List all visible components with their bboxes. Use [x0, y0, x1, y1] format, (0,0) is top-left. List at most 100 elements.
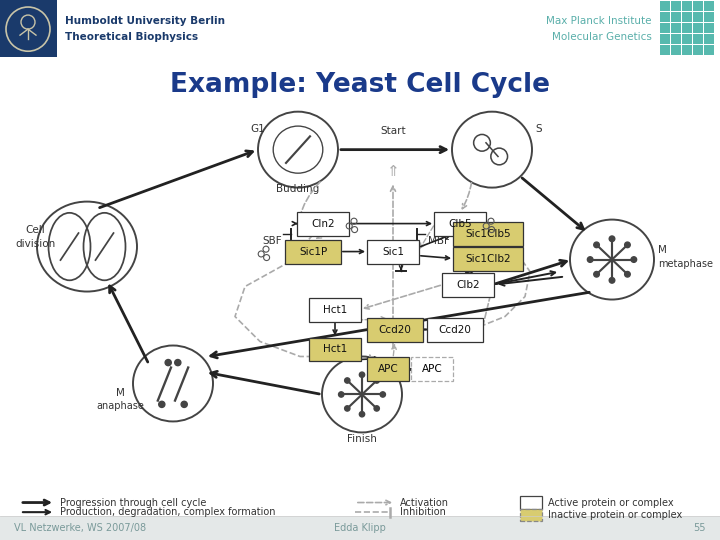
Text: S: S	[535, 124, 541, 133]
Text: M: M	[658, 245, 667, 254]
Circle shape	[338, 392, 344, 397]
Bar	[693, 34, 703, 44]
Bar	[671, 1, 681, 11]
Bar	[671, 23, 681, 33]
FancyBboxPatch shape	[367, 357, 409, 381]
Circle shape	[345, 406, 350, 411]
Circle shape	[631, 256, 636, 262]
FancyBboxPatch shape	[367, 240, 419, 264]
Circle shape	[374, 378, 379, 383]
Circle shape	[158, 401, 165, 408]
Text: 55: 55	[693, 523, 706, 533]
Circle shape	[374, 406, 379, 411]
Text: Progression through cell cycle: Progression through cell cycle	[60, 497, 207, 508]
Bar	[0, 0, 57, 57]
Bar	[682, 45, 692, 55]
Text: division: division	[15, 239, 55, 248]
Bar	[704, 34, 714, 44]
Circle shape	[359, 372, 364, 377]
Text: APC: APC	[377, 364, 398, 374]
Bar	[660, 45, 670, 55]
Text: Clb5: Clb5	[448, 219, 472, 228]
Circle shape	[625, 242, 630, 248]
Text: Theoretical Biophysics: Theoretical Biophysics	[65, 32, 198, 42]
Bar	[693, 1, 703, 11]
Circle shape	[609, 278, 615, 283]
Text: Sic1: Sic1	[382, 247, 404, 256]
Circle shape	[625, 272, 630, 277]
Text: Active protein or complex: Active protein or complex	[548, 497, 674, 508]
Bar	[671, 34, 681, 44]
Bar	[660, 34, 670, 44]
Text: Production, degradation, complex formation: Production, degradation, complex formati…	[60, 507, 276, 517]
Text: M: M	[116, 388, 125, 399]
Circle shape	[609, 236, 615, 241]
Text: Ccd20: Ccd20	[379, 325, 411, 334]
Text: SBF: SBF	[262, 235, 282, 246]
Text: Cell: Cell	[25, 225, 45, 234]
Text: Ccd20: Ccd20	[438, 325, 472, 334]
Bar	[704, 45, 714, 55]
FancyBboxPatch shape	[297, 212, 349, 235]
Bar	[704, 1, 714, 11]
Circle shape	[380, 392, 385, 397]
Bar	[671, 45, 681, 55]
Text: Inactive protein or complex: Inactive protein or complex	[548, 510, 683, 519]
Text: Activation: Activation	[400, 497, 449, 508]
Text: Sic1Clb2: Sic1Clb2	[465, 254, 510, 264]
Bar	[704, 12, 714, 22]
Text: Example: Yeast Cell Cycle: Example: Yeast Cell Cycle	[170, 72, 550, 98]
Text: MBF: MBF	[428, 235, 450, 246]
Text: Molecular Genetics: Molecular Genetics	[552, 32, 652, 42]
FancyBboxPatch shape	[453, 247, 523, 271]
Text: Inhibition: Inhibition	[400, 507, 446, 517]
Bar	[520, 509, 542, 521]
Bar	[693, 45, 703, 55]
Circle shape	[594, 242, 599, 248]
Bar	[704, 23, 714, 33]
Text: Humboldt University Berlin: Humboldt University Berlin	[65, 16, 225, 26]
Circle shape	[588, 256, 593, 262]
FancyBboxPatch shape	[309, 298, 361, 321]
Text: anaphase: anaphase	[96, 401, 144, 411]
Bar	[660, 23, 670, 33]
Bar	[520, 496, 542, 509]
Text: Start: Start	[380, 126, 406, 136]
Text: APC: APC	[422, 364, 442, 374]
FancyBboxPatch shape	[367, 318, 423, 341]
FancyBboxPatch shape	[427, 318, 483, 341]
Text: Edda Klipp: Edda Klipp	[334, 523, 386, 533]
Text: Sic1Clb5: Sic1Clb5	[465, 228, 510, 239]
Bar	[660, 1, 670, 11]
Bar	[693, 12, 703, 22]
Bar	[682, 23, 692, 33]
Text: Cln2: Cln2	[311, 219, 335, 228]
FancyBboxPatch shape	[453, 221, 523, 246]
Bar	[0, 516, 720, 540]
FancyBboxPatch shape	[442, 273, 494, 296]
Text: ⇑: ⇑	[387, 164, 400, 179]
Bar	[693, 23, 703, 33]
FancyBboxPatch shape	[411, 357, 453, 381]
Bar	[682, 12, 692, 22]
FancyBboxPatch shape	[434, 212, 486, 235]
Text: VL Netzwerke, WS 2007/08: VL Netzwerke, WS 2007/08	[14, 523, 146, 533]
Circle shape	[165, 360, 171, 366]
Circle shape	[359, 411, 364, 417]
Bar	[660, 12, 670, 22]
Text: Finish: Finish	[347, 435, 377, 444]
Bar	[682, 1, 692, 11]
Bar	[682, 34, 692, 44]
Text: Max Planck Institute: Max Planck Institute	[546, 16, 652, 26]
Circle shape	[181, 401, 187, 408]
Text: Clb2: Clb2	[456, 280, 480, 289]
Circle shape	[594, 272, 599, 277]
Text: metaphase: metaphase	[658, 259, 713, 268]
Text: Budding: Budding	[276, 184, 320, 194]
Text: Sic1P: Sic1P	[299, 247, 327, 256]
Bar	[671, 12, 681, 22]
Circle shape	[175, 360, 181, 366]
Circle shape	[345, 378, 350, 383]
FancyBboxPatch shape	[309, 338, 361, 361]
FancyBboxPatch shape	[285, 240, 341, 264]
